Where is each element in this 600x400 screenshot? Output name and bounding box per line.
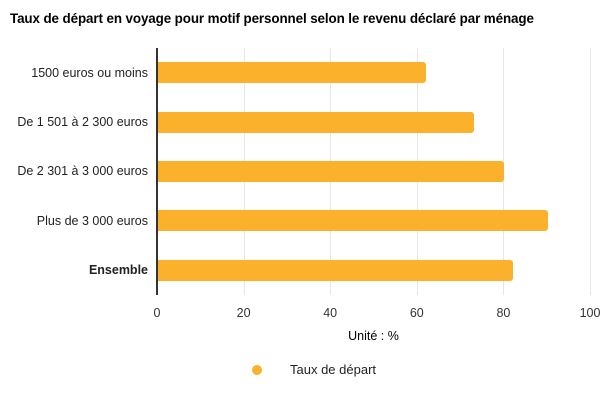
bar-row-3[interactable] — [158, 210, 548, 232]
bar-row-0[interactable] — [158, 62, 427, 84]
category-label-1: De 1 501 à 2 300 euros — [17, 115, 148, 130]
x-tick-label-60: 60 — [409, 306, 424, 320]
x-axis-tick-labels: 0 20 40 60 80 100 — [0, 306, 600, 322]
category-label-3: Plus de 3 000 euros — [36, 213, 148, 228]
legend-label: Taux de départ — [290, 362, 377, 377]
category-label-0: 1500 euros ou moins — [31, 65, 148, 80]
x-tick-label-80: 80 — [496, 306, 511, 320]
legend: Taux de départ — [0, 361, 600, 381]
gridline-100 — [590, 48, 591, 295]
legend-marker-icon — [252, 365, 262, 375]
bar-row-1[interactable] — [158, 111, 475, 133]
bar-row-2[interactable] — [158, 161, 505, 182]
plot-area — [156, 48, 591, 295]
category-label-2: De 2 301 à 3 000 euros — [17, 164, 148, 179]
chart-title: Taux de départ en voyage pour motif pers… — [10, 11, 534, 26]
category-label-4: Ensemble — [88, 263, 148, 278]
x-tick-label-20: 20 — [236, 306, 251, 320]
x-tick-label-100: 100 — [579, 306, 600, 320]
bar-row-4[interactable] — [158, 259, 514, 281]
category-labels: 1500 euros ou moins De 1 501 à 2 300 euro… — [0, 48, 148, 295]
y-axis-line — [156, 48, 158, 295]
x-tick-label-40: 40 — [323, 306, 338, 320]
x-axis-title: Unité : % — [348, 329, 399, 343]
x-tick-label-0: 0 — [153, 306, 161, 320]
